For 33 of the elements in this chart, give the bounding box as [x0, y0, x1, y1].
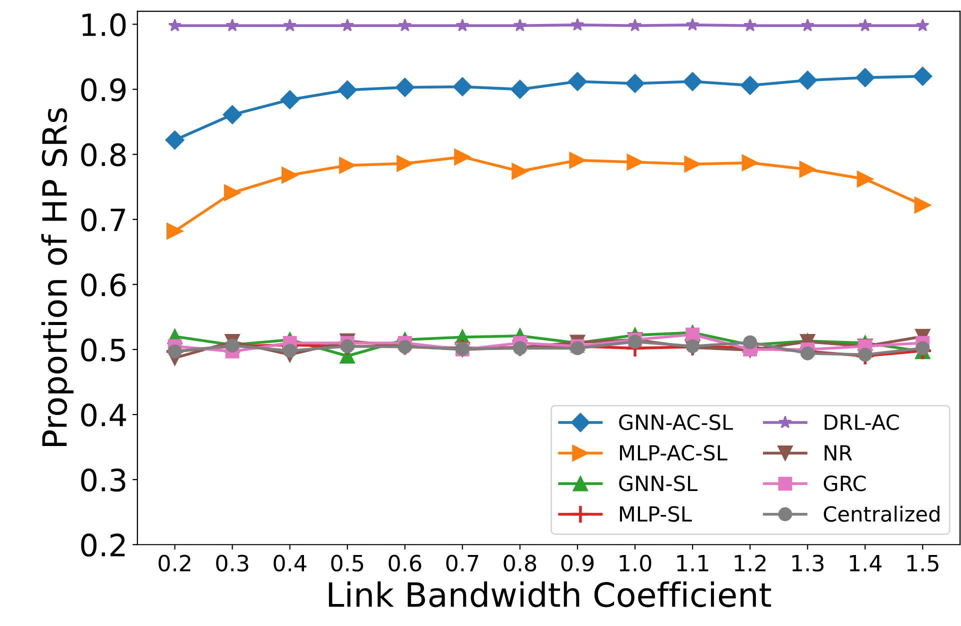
y-tick-label: 0.6 [81, 273, 126, 296]
y-tick-label: 0.9 [81, 78, 126, 102]
legend-label: MLP-AC-SL [620, 444, 728, 461]
x-tick-label: 0.3 [216, 554, 248, 572]
x-tick-label: 1.3 [792, 554, 824, 572]
y-tick-label: 0.2 [81, 534, 125, 557]
y-tick-label: 0.7 [81, 208, 126, 232]
x-tick-label: 0.4 [274, 554, 306, 572]
y-tick-label: 0.5 [81, 338, 126, 362]
x-tick-label: 0.8 [504, 554, 536, 572]
legend-label: MLP-SL [620, 506, 692, 522]
y-axis-title: Proportion of HP SRs [41, 108, 74, 446]
x-tick-label: 0.6 [388, 554, 422, 572]
legend-label: Centralized [824, 506, 940, 522]
y-tick-label: 0.8 [81, 143, 126, 166]
legend-label: GNN-SL [619, 475, 698, 492]
x-tick-label: 0.5 [331, 554, 364, 572]
y-tick-label: 1.0 [82, 13, 126, 36]
legend-label: GRC [824, 475, 866, 492]
x-tick-label: 1.4 [850, 555, 882, 572]
x-tick-label: 1.2 [734, 554, 766, 572]
x-tick-label: 1.0 [620, 554, 652, 572]
legend-label: NR [824, 445, 852, 460]
x-axis-title: Link Bandwidth Coefficient [328, 581, 771, 608]
x-tick-label: 1.1 [677, 555, 708, 572]
x-tick-label: 0.2 [158, 554, 190, 572]
legend-label: GNN-AC-SL [619, 414, 733, 430]
y-tick-label: 0.3 [81, 468, 126, 492]
legend-label: DRL-AC [824, 414, 899, 430]
x-tick-label: 0.9 [561, 554, 594, 572]
x-tick-label: 1.5 [907, 555, 938, 572]
y-tick-label: 0.4 [81, 403, 126, 427]
x-tick-label: 0.7 [446, 554, 478, 572]
